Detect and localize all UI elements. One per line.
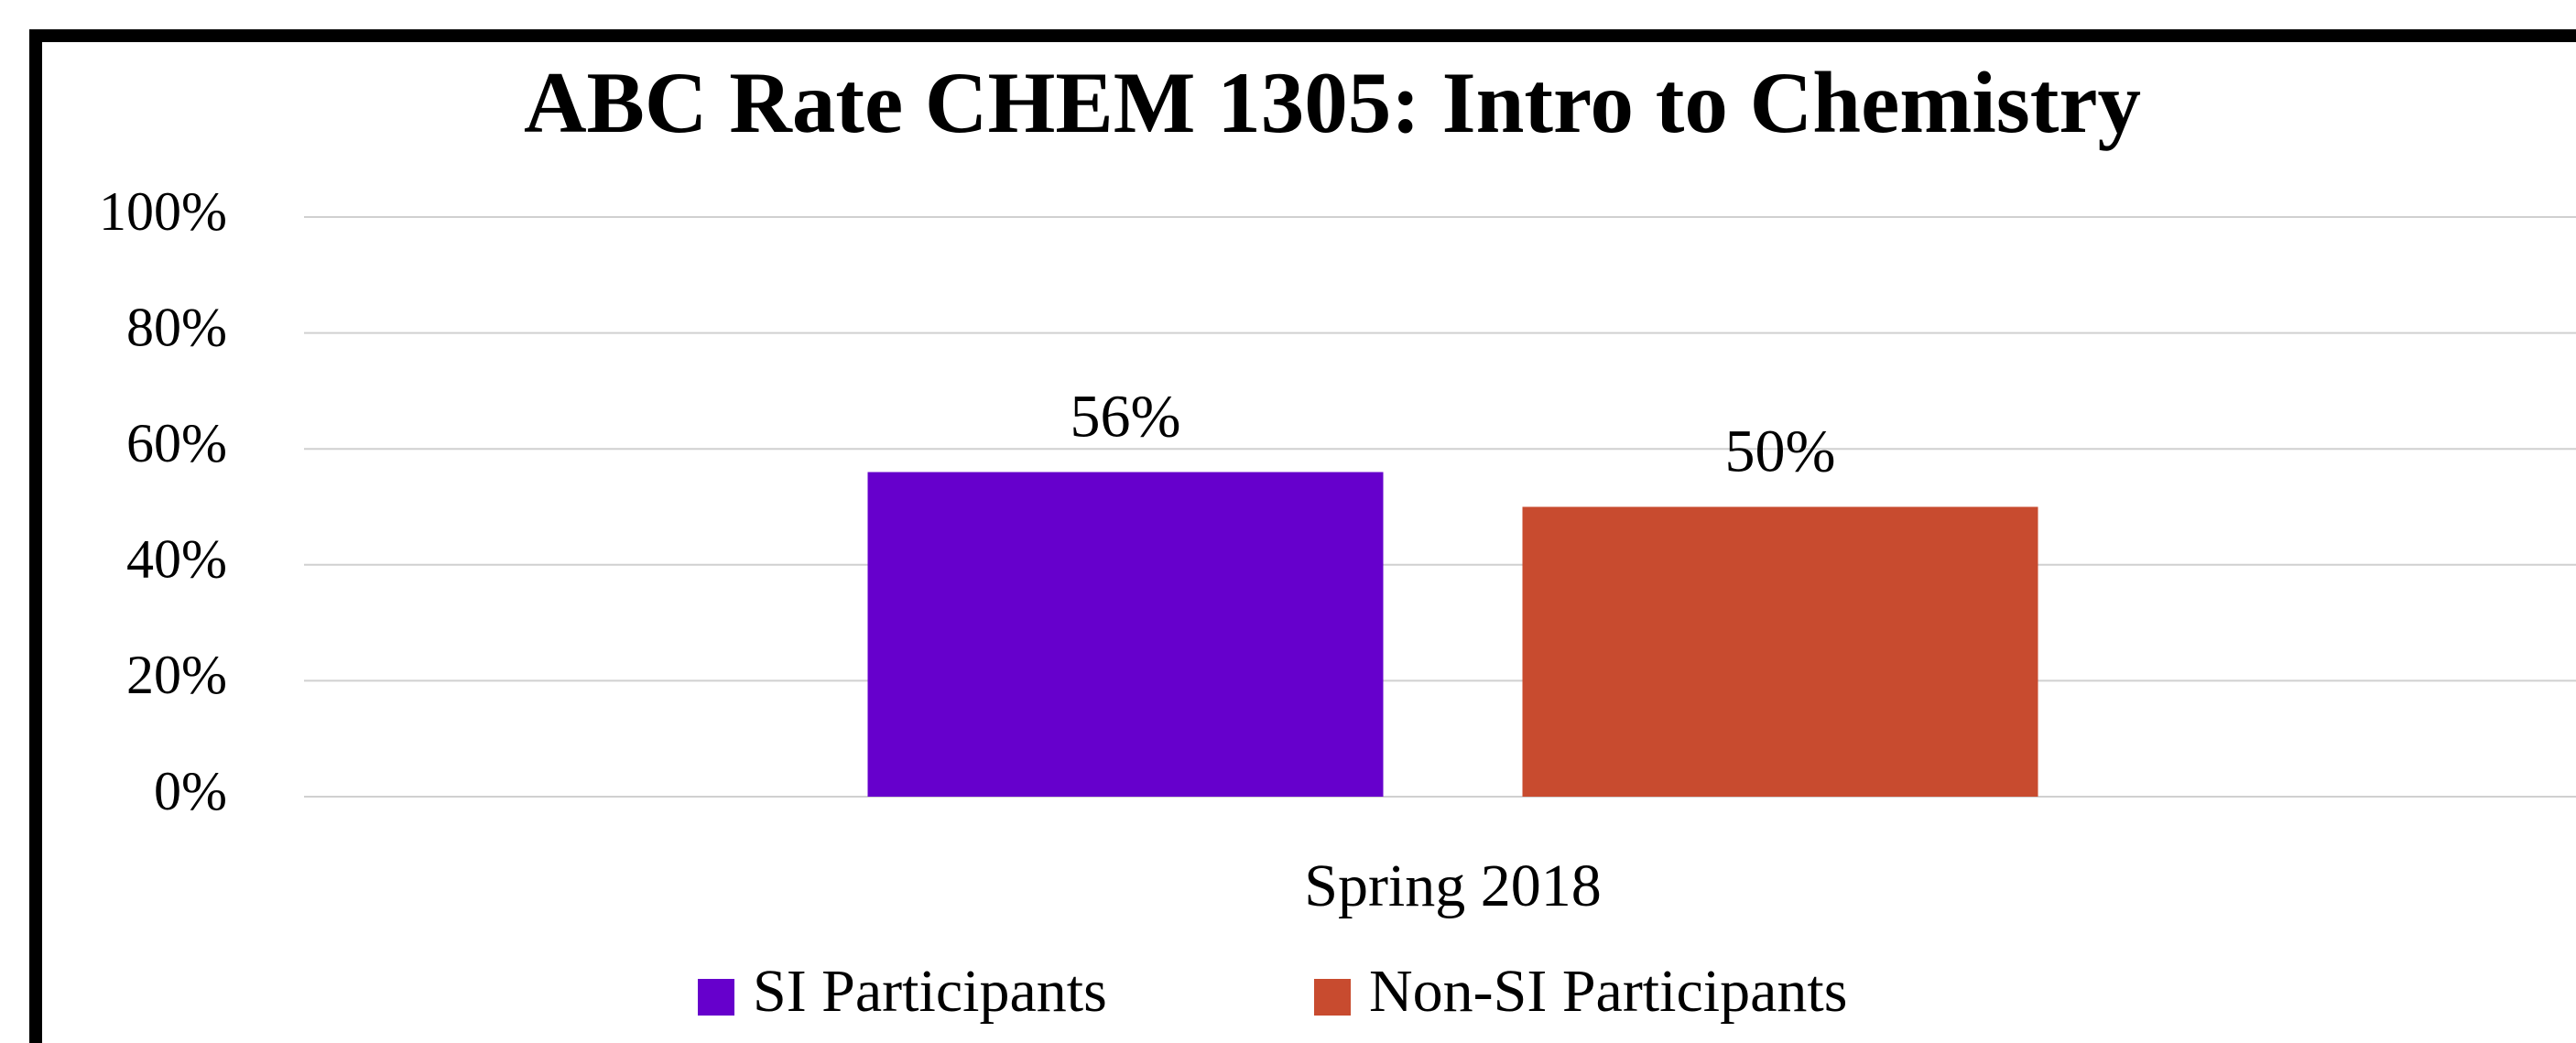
legend-swatch	[1314, 979, 1351, 1016]
y-tick-label: 0%	[154, 761, 227, 821]
legend-label: SI Participants	[753, 958, 1107, 1025]
y-tick-label: 60%	[126, 413, 227, 473]
data-label: 50%	[1725, 418, 1836, 485]
bar	[1522, 506, 2038, 797]
data-label: 56%	[1071, 384, 1181, 451]
y-tick-label: 20%	[126, 645, 227, 705]
y-tick-label: 80%	[126, 297, 227, 357]
chart-frame	[29, 29, 2576, 1043]
y-tick-label: 100%	[99, 181, 227, 242]
y-tick-label: 40%	[126, 529, 227, 590]
bar	[867, 472, 1384, 797]
legend-label: Non-SI Participants	[1369, 958, 1847, 1025]
x-tick-label: Spring 2018	[1304, 853, 1602, 919]
legend-swatch	[698, 979, 734, 1016]
chart-title: ABC Rate CHEM 1305: Intro to Chemistry	[524, 54, 2141, 151]
